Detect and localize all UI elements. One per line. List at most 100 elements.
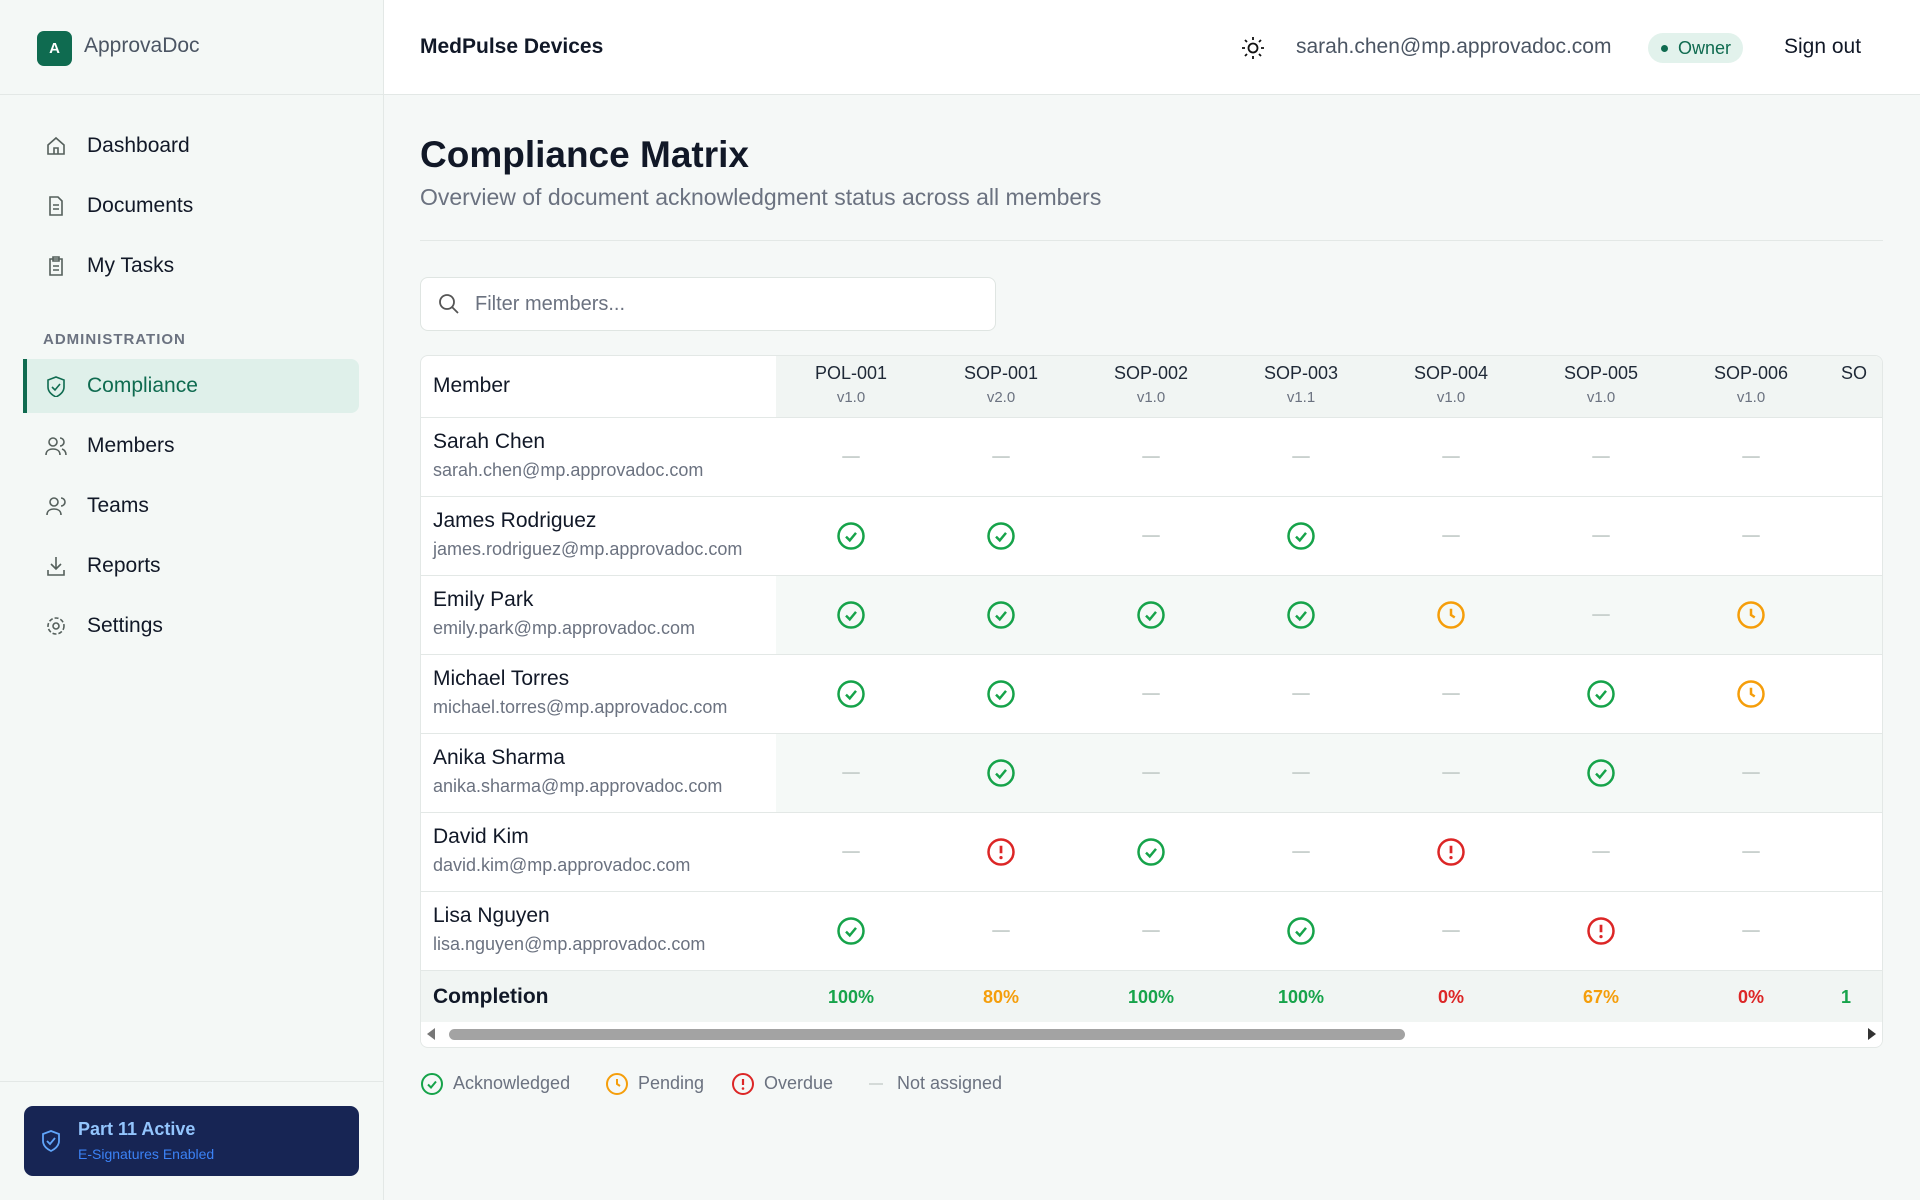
nav-label: Documents [87, 194, 194, 217]
completion-value: 100% [827, 987, 875, 1007]
status-icon [1076, 891, 1226, 970]
matrix-table: Member POL-001 v1.0 SOP-001 v2.0 SOP-002 v1.0 S… [420, 355, 1883, 1048]
status-icon [1526, 417, 1676, 496]
completion-value: 0% [1737, 987, 1764, 1007]
status-icon [1526, 654, 1676, 733]
status-icon [776, 733, 926, 812]
completion-value: 100% [1127, 987, 1175, 1007]
status-icon [776, 891, 926, 970]
scroll-right[interactable] [1868, 1028, 1876, 1040]
nav-item[interactable]: Compliance [23, 359, 359, 413]
status-icon [776, 575, 926, 654]
status-icon [1676, 575, 1826, 654]
status-icon [776, 496, 926, 575]
status-icon [1226, 654, 1376, 733]
status-icon [1526, 812, 1676, 891]
row-highlight [776, 576, 1882, 654]
nav-label: Members [87, 434, 175, 457]
role-badge: Owner [1648, 33, 1744, 63]
nav-label: Teams [87, 494, 149, 517]
status-icon [926, 812, 1076, 891]
status-icon [1226, 812, 1376, 891]
status-icon [1676, 891, 1826, 970]
member-email: lisa.nguyen@mp.approvadoc.com [433, 934, 706, 954]
row-highlight [776, 734, 1882, 812]
filter-placeholder: Filter members... [475, 293, 626, 315]
scroll-left[interactable] [427, 1028, 435, 1040]
top-bar: MedPulse Devices sarah.chen@mp.approvado… [384, 0, 1920, 95]
status-icon [1376, 733, 1526, 812]
completion-value: 1 [1841, 987, 1852, 1007]
page-subtitle: Overview of document acknowledgment stat… [420, 184, 1102, 210]
legend-icon [420, 1072, 444, 1096]
org-name: MedPulse Devices [420, 35, 604, 58]
row-divider [421, 891, 1882, 892]
status-icon [1376, 891, 1526, 970]
status-icon [1526, 496, 1676, 575]
nav-item[interactable]: Settings [23, 599, 359, 653]
status-icon [1226, 575, 1376, 654]
completion-value: 80% [982, 987, 1020, 1007]
status-icon [1076, 654, 1226, 733]
status-icon [1376, 812, 1526, 891]
status-icon [926, 891, 1076, 970]
brand: ApprovaDoc [84, 34, 200, 57]
status-icon [1226, 496, 1376, 575]
status-icon [776, 654, 926, 733]
badge-title: Part 11 Active [78, 1119, 196, 1139]
filter-input[interactable]: Filter members... [420, 277, 996, 331]
row-divider [421, 496, 1882, 497]
status-icon [1376, 575, 1526, 654]
member-email: anika.sharma@mp.approvadoc.com [433, 776, 723, 796]
scroll-thumb[interactable] [449, 1029, 1405, 1040]
status-icon [926, 496, 1076, 575]
status-icon [1076, 733, 1226, 812]
column-code: POL-001 [814, 363, 888, 383]
status-icon [1226, 891, 1376, 970]
row-divider [421, 733, 1882, 734]
status-icon [1676, 417, 1826, 496]
column-version: v1.0 [836, 389, 866, 406]
status-icon [926, 733, 1076, 812]
status-icon [1226, 417, 1376, 496]
column-code: SOP-003 [1263, 363, 1339, 383]
nav-item[interactable]: Members [23, 419, 359, 473]
status-icon [1526, 733, 1676, 812]
nav-dashboard[interactable]: Dashboard [23, 119, 359, 173]
member-name: Lisa Nguyen [433, 904, 550, 927]
nav-item[interactable]: Teams [23, 479, 359, 533]
status-icon [1076, 575, 1226, 654]
sidebar: A ApprovaDoc Dashboard Documents My Task… [0, 0, 384, 1200]
nav-documents[interactable]: Documents [23, 179, 359, 233]
completion-value: 0% [1437, 987, 1464, 1007]
column-version: v1.0 [1736, 389, 1766, 406]
page-title: Compliance Matrix [420, 134, 749, 175]
row-divider [421, 654, 1882, 655]
legend-icon [605, 1072, 629, 1096]
legend-label: Not assigned [897, 1073, 1003, 1093]
logo: A [37, 31, 72, 66]
nav-tasks[interactable]: My Tasks [23, 239, 359, 293]
column-version: v1.0 [1436, 389, 1466, 406]
status-icon [1376, 496, 1526, 575]
member-name: Anika Sharma [433, 746, 565, 769]
header-bg [776, 356, 1882, 417]
column-version: v1.0 [1136, 389, 1166, 406]
completion-label: Completion [433, 985, 549, 1008]
member-header: Member [433, 374, 511, 397]
nav-label: Dashboard [87, 134, 190, 157]
nav-item[interactable]: Reports [23, 539, 359, 593]
member-name: Sarah Chen [433, 430, 546, 453]
member-name: David Kim [433, 825, 529, 848]
status-icon [1676, 496, 1826, 575]
nav-label: Compliance [87, 374, 198, 397]
member-email: michael.torres@mp.approvadoc.com [433, 697, 728, 717]
member-email: james.rodriguez@mp.approvadoc.com [433, 539, 743, 559]
status-icon [776, 417, 926, 496]
theme-toggle[interactable] [1241, 36, 1265, 60]
nav-label: Reports [87, 554, 161, 577]
sign-out[interactable]: Sign out [1784, 35, 1862, 58]
status-icon [1376, 417, 1526, 496]
status-icon [926, 417, 1076, 496]
column-version: v1.1 [1286, 389, 1316, 406]
